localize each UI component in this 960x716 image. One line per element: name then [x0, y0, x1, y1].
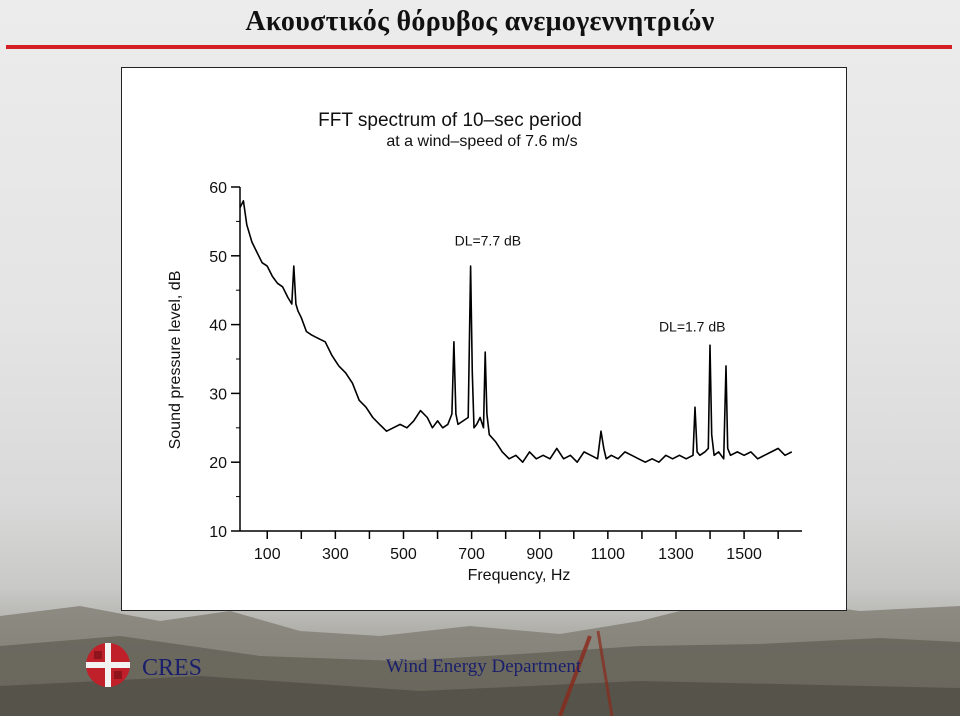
footer-brand: CRES [142, 655, 203, 681]
chart-subtitle: at a wind–speed of 7.6 m/s [386, 133, 577, 150]
peak-annotation: DL=7.7 dB [455, 232, 522, 248]
x-tick-label: 300 [322, 546, 349, 563]
title-underline [6, 45, 952, 49]
y-tick-label: 10 [209, 524, 227, 541]
peak-annotation: DL=1.7 dB [659, 318, 726, 334]
footer-department: Wind Energy Department [386, 656, 582, 677]
chart-annotations: DL=7.7 dB DL=1.7 dB [455, 232, 726, 334]
fft-spectrum-chart: FFT spectrum of 10–sec period at a wind–… [167, 110, 802, 584]
y-tick-label: 30 [209, 386, 227, 403]
x-tick-label: 100 [254, 546, 281, 563]
y-axis-label: Sound pressure level, dB [167, 271, 184, 450]
slide-title: Ακουστικός θόρυβος ανεμογεννητριών [245, 6, 715, 37]
y-tick-label: 20 [209, 455, 227, 472]
x-tick-label: 700 [458, 546, 485, 563]
y-tick-label: 40 [209, 318, 227, 335]
chart-panel: FFT spectrum of 10–sec period at a wind–… [121, 67, 847, 611]
series-line [239, 200, 793, 464]
x-tick-label: 500 [390, 546, 417, 563]
x-tick-label: 1100 [591, 546, 626, 563]
y-tick-label: 50 [209, 249, 227, 266]
x-tick-label: 1300 [658, 546, 694, 563]
y-tick-label: 60 [209, 180, 227, 197]
cres-logo-icon [86, 643, 130, 687]
x-tick-label: 1500 [726, 546, 762, 563]
chart-ticks: 10 20 30 40 50 60 100 300 500 700 900 1100 1300 1500 [209, 180, 779, 563]
chart-title: FFT spectrum of 10–sec period [318, 110, 582, 131]
chart-series [239, 200, 793, 464]
x-tick-label: 900 [526, 546, 553, 563]
landscape-photo-background [0, 601, 960, 716]
x-axis-label: Frequency, Hz [468, 567, 571, 584]
